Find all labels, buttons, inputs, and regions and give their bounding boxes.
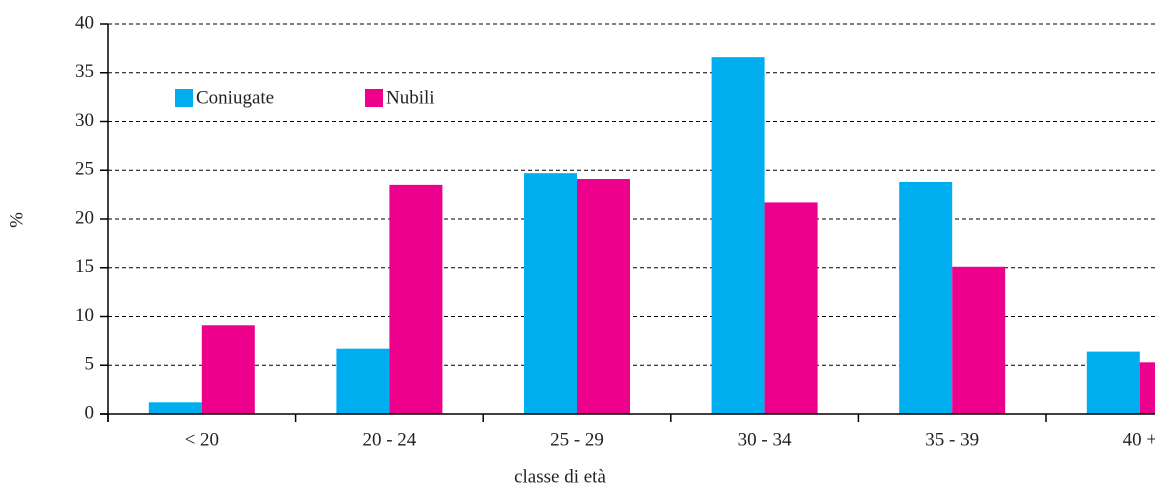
y-tick-label: 5 xyxy=(85,354,95,375)
bar xyxy=(524,173,577,414)
y-axis-label: % xyxy=(6,212,27,228)
y-tick-label: 30 xyxy=(75,110,94,131)
legend-swatch xyxy=(365,89,383,107)
x-tick-label: 30 - 34 xyxy=(738,429,792,450)
y-tick-label: 15 xyxy=(75,256,94,277)
x-tick-label: < 20 xyxy=(185,429,219,450)
bar xyxy=(899,181,953,414)
x-axis-label: classe di età xyxy=(514,466,606,487)
legend-label: Nubili xyxy=(386,87,435,108)
y-tick-label: 20 xyxy=(75,207,94,228)
x-tick-label: 40 + xyxy=(1123,429,1155,450)
y-tick-label: 35 xyxy=(75,61,94,82)
legend-swatch xyxy=(175,89,193,107)
y-tick-label: 10 xyxy=(75,305,94,326)
y-tick-label: 25 xyxy=(75,159,94,180)
bar xyxy=(711,57,765,415)
x-tick-label: 20 - 24 xyxy=(362,429,416,450)
bar xyxy=(1139,362,1155,414)
x-tick-label: 25 - 29 xyxy=(550,429,604,450)
y-tick-label: 0 xyxy=(85,402,95,423)
bar xyxy=(201,325,255,414)
bar xyxy=(1086,351,1140,414)
bar xyxy=(148,402,202,414)
x-tick-label: 35 - 39 xyxy=(925,429,979,450)
bar xyxy=(577,179,630,414)
bar xyxy=(336,348,390,414)
bar xyxy=(764,202,818,414)
bar xyxy=(389,184,443,414)
y-tick-label: 40 xyxy=(75,12,94,33)
legend-label: Coniugate xyxy=(196,87,274,108)
bar xyxy=(952,266,1006,414)
